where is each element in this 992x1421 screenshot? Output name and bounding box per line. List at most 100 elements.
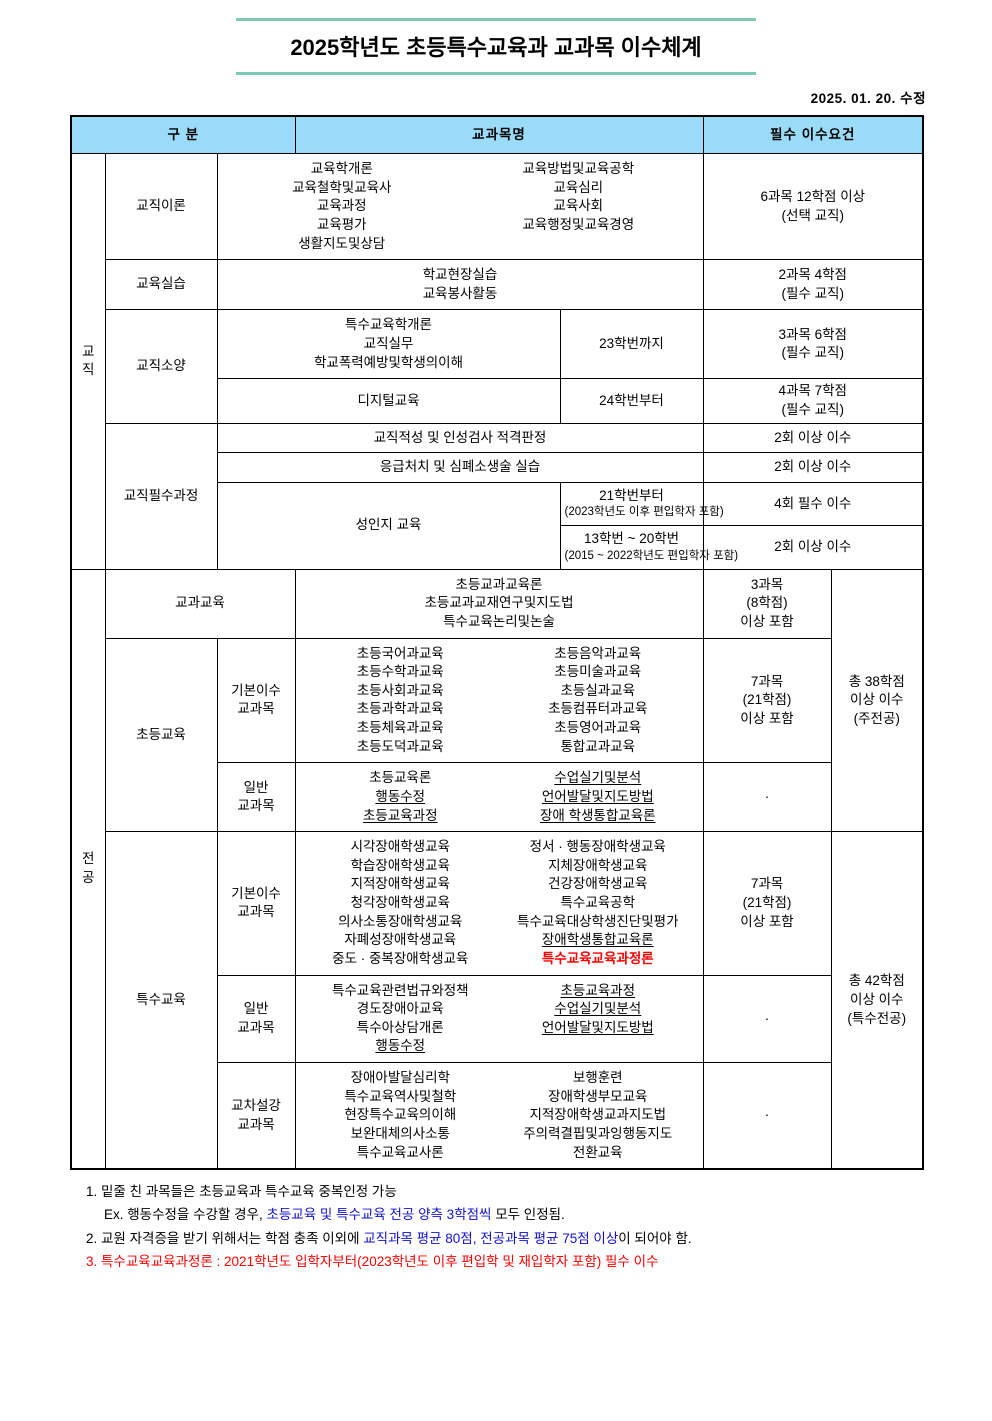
course-item: 특수교육공학 bbox=[560, 895, 636, 911]
table-row-literacy-b: 디지털교육 24학번부터 4과목 7학점 (필수 교직) bbox=[71, 378, 924, 424]
course-item: 청각장애학생교육 bbox=[350, 895, 450, 911]
requirement-subject-edu: 3과목 (8학점) 이상 포함 bbox=[702, 568, 832, 639]
cohort-line: (2015 ~ 2022학년도 편입학자 포함) bbox=[564, 549, 739, 562]
total-line: 총 38학점 bbox=[848, 673, 905, 689]
course-item: 초등국어과교육 bbox=[356, 645, 444, 661]
course-item: 언어발달및지도방법 bbox=[541, 788, 654, 804]
course-item: 초등교육론 bbox=[369, 770, 432, 786]
header-course-name: 교과목명 bbox=[294, 115, 704, 154]
course-item: 교육봉사활동 bbox=[422, 285, 498, 301]
header-requirement: 필수 이수요건 bbox=[702, 115, 924, 154]
courses-elem-basic: 초등국어과교육 초등수학과교육 초등사회과교육 초등과학과교육 초등체육과교육 … bbox=[294, 637, 704, 764]
mandatory-item-1: 교직적성 및 인성검사 적격판정 bbox=[216, 422, 704, 454]
header-division: 구 분 bbox=[70, 115, 296, 154]
requirement-line: 7과목 bbox=[750, 673, 784, 689]
course-item: 행동수정 bbox=[375, 788, 426, 804]
subcategory-elem-general: 일반 교과목 bbox=[216, 762, 296, 833]
course-item: 교육과정 bbox=[316, 198, 367, 214]
course-item: 통합교과교육 bbox=[560, 738, 636, 754]
course-item: 특수교육학개론 bbox=[345, 317, 432, 333]
subcategory-line: 기본이수 bbox=[231, 682, 281, 698]
requirement-line: (필수 교직) bbox=[781, 345, 844, 361]
requirement-practicum: 2과목 4학점 (필수 교직) bbox=[702, 259, 924, 311]
course-item: 교육학개론 bbox=[310, 161, 373, 176]
subcategory-line: 기본이수 bbox=[231, 885, 281, 901]
course-item: 정서 · 행동장애학생교육 bbox=[529, 839, 666, 855]
course-item: 수업실기및분석 bbox=[554, 770, 642, 786]
table-row-literacy-a: 교직소양 특수교육학개론 교직실무 학교폭력예방및학생의이해 23학번까지 3과… bbox=[71, 309, 924, 424]
course-item: 교육사회 bbox=[553, 198, 604, 214]
total-credits-special: 총 42학점 이상 이수 (특수전공) bbox=[830, 831, 924, 1170]
course-item: 지체장애학생교육 bbox=[548, 857, 648, 873]
category-subject-edu: 교과교육 bbox=[104, 568, 296, 639]
category-theory: 교직이론 bbox=[104, 152, 218, 261]
course-item: 초등과학과교육 bbox=[356, 701, 444, 717]
courses-sped-cross: 장애아발달심리학 특수교육역사및철학 현장특수교육의이해 보완대체의사소통 특수… bbox=[294, 1062, 704, 1170]
requirement-line: 3과목 bbox=[750, 576, 784, 592]
requirement-sped-general: · bbox=[702, 974, 832, 1064]
group-label-jeongong: 전 공 bbox=[70, 568, 106, 1170]
course-item: 시각장애학생교육 bbox=[350, 839, 450, 855]
course-item: 초등도덕과교육 bbox=[356, 738, 444, 754]
category-mandatory: 교직필수과정 bbox=[104, 422, 218, 570]
course-item: 초등교과교재연구및지도법 bbox=[424, 595, 574, 611]
course-item: 초등교과교육론 bbox=[455, 576, 543, 592]
category-special-edu: 특수교육 bbox=[104, 831, 218, 1170]
course-item: 장애학생부모교육 bbox=[548, 1088, 648, 1104]
requirement-line: (21학점) bbox=[742, 895, 792, 911]
requirement-line: 6과목 12학점 이상 bbox=[760, 188, 866, 204]
course-item: 현장특수교육의이해 bbox=[344, 1107, 457, 1123]
course-item: 장애학생통합교육론 bbox=[541, 932, 654, 948]
course-item: 특수교육대상학생진단및평가 bbox=[517, 913, 679, 929]
table-row-mandatory-2: 응급처치 및 심폐소생술 실습 2회 이상 이수 bbox=[71, 452, 924, 483]
requirement-sped-basic: 7과목 (21학점) 이상 포함 bbox=[702, 831, 832, 976]
course-item: 특수교육역사및철학 bbox=[344, 1088, 457, 1104]
courses-sped-general: 특수교육관련법규와정책 경도장애아교육 특수아상담개론 행동수정 초등교육과정 … bbox=[294, 974, 704, 1064]
subcategory-line: 교과목 bbox=[237, 798, 275, 814]
requirement-theory: 6과목 12학점 이상 (선택 교직) bbox=[702, 152, 924, 261]
footnote-2: 2. 교원 자격증을 받기 위해서는 학점 충족 이외에 교직과목 평균 80점… bbox=[86, 1227, 946, 1250]
table-row-gyojik-theory: 교 직 교직이론 교육학개론 교육철학및교육사 교육과정 교육평가 생활지도및상… bbox=[70, 152, 924, 570]
courses-elem-general: 초등교육론 행동수정 초등교육과정 수업실기및분석 언어발달및지도방법 장애 학… bbox=[294, 762, 704, 833]
subcategory-sped-cross: 교차설강 교과목 bbox=[216, 1062, 296, 1170]
course-item: 장애아발달심리학 bbox=[350, 1070, 450, 1086]
total-line: 이상 이수 bbox=[850, 692, 904, 708]
courses-subject-edu: 초등교과교육론 초등교과교재연구및지도법 특수교육논리및논술 bbox=[294, 568, 704, 639]
course-item: 언어발달및지도방법 bbox=[541, 1019, 654, 1035]
cohort-literacy-a: 23학번까지 bbox=[559, 309, 704, 380]
course-item: 초등미술과교육 bbox=[554, 664, 642, 680]
course-item: 특수아상담개론 bbox=[356, 1019, 444, 1035]
total-credits-elementary: 총 38학점 이상 이수 (주전공) bbox=[830, 568, 924, 833]
cohort-line: 13학번 ~ 20학번 bbox=[583, 531, 680, 547]
table-row-mandatory-1: 교직필수과정 교직적성 및 인성검사 적격판정 2회 이상 이수 bbox=[71, 422, 924, 570]
table-row-practicum: 교육실습 학교현장실습 교육봉사활동 2과목 4학점 (필수 교직) bbox=[71, 259, 924, 311]
table-row-subject-edu: 전 공 교과교육 초등교과교육론 초등교과교재연구및지도법 특수교육논리및논술 … bbox=[70, 568, 924, 1170]
course-item: 자폐성장애학생교육 bbox=[344, 932, 457, 948]
total-line: 총 42학점 bbox=[848, 973, 905, 989]
courses-sped-basic: 시각장애학생교육 학습장애학생교육 지적장애학생교육 청각장애학생교육 의사소통… bbox=[294, 831, 704, 976]
document-page: 2025학년도 초등특수교육과 교과목 이수체계 2025. 01. 20. 수… bbox=[0, 18, 992, 1421]
course-item: 교육평가 bbox=[316, 216, 367, 232]
total-line: 이상 이수 bbox=[850, 991, 904, 1007]
course-item: 학교폭력예방및학생의이해 bbox=[313, 354, 464, 370]
table-row-elem-general: 일반 교과목 초등교육론 행동수정 초등교육과정 수업실기및분석 언어발달및지도… bbox=[71, 762, 923, 833]
course-item: 교육철학및교육사 bbox=[292, 179, 392, 195]
requirement-mandatory-2: 2회 이상 이수 bbox=[702, 452, 924, 483]
total-line: (주전공) bbox=[853, 710, 900, 726]
subcategory-line: 일반 bbox=[243, 779, 269, 795]
requirement-line: 이상 포함 bbox=[740, 613, 794, 629]
cohort-mandatory-3a: 21학번부터 (2023학년도 이후 편입학자 포함) bbox=[559, 481, 724, 527]
requirement-sped-cross: · bbox=[702, 1062, 832, 1170]
subcategory-line: 교과목 bbox=[237, 904, 275, 920]
course-item-required: 특수교육교육과정론 bbox=[541, 950, 654, 966]
table-row-sped-cross: 교차설강 교과목 장애아발달심리학 특수교육역사및철학 현장특수교육의이해 보완… bbox=[71, 1062, 923, 1170]
group-label-jeongong-char2: 공 bbox=[82, 869, 95, 885]
requirement-mandatory-3a: 4회 필수 이수 bbox=[702, 481, 924, 527]
group-label-gyojik-char1: 교 bbox=[82, 343, 95, 359]
table-row-mandatory-3b: 13학번 ~ 20학번 (2015 ~ 2022학년도 편입학자 포함) 2회 … bbox=[71, 525, 924, 570]
requirement-line: 3과목 6학점 bbox=[778, 326, 847, 342]
courses-practicum: 학교현장실습 교육봉사활동 bbox=[216, 259, 704, 311]
subcategory-line: 교과목 bbox=[237, 1019, 275, 1035]
course-item: 학습장애학생교육 bbox=[350, 857, 450, 873]
requirement-mandatory-3b: 2회 이상 이수 bbox=[702, 525, 924, 570]
